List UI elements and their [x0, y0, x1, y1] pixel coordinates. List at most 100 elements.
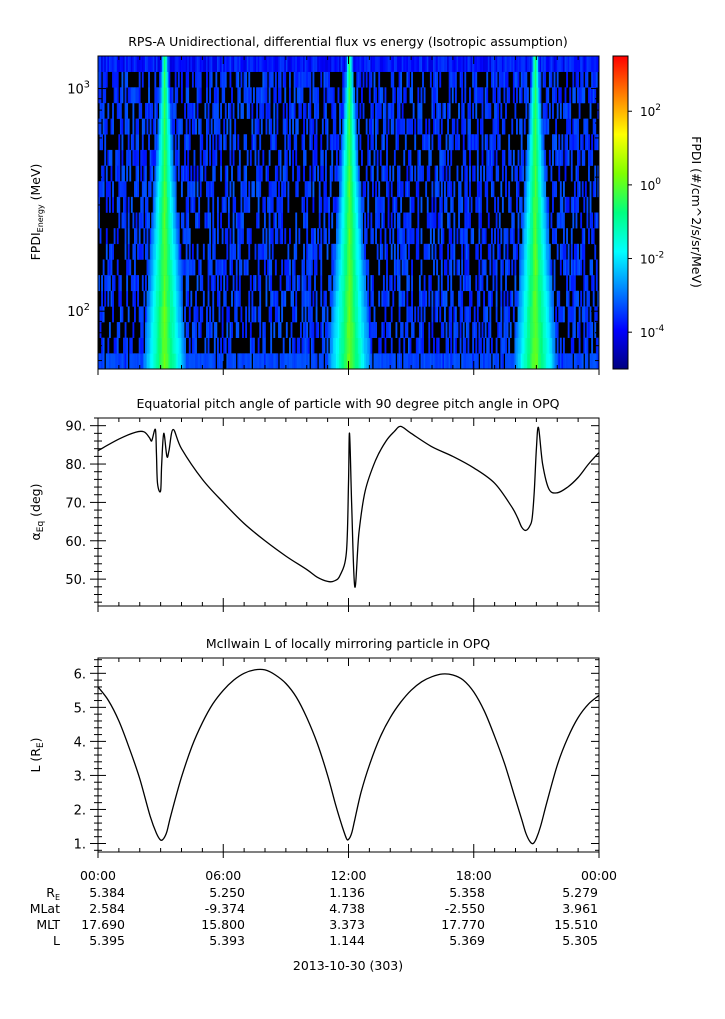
spectrogram-cell	[155, 56, 158, 72]
spectrogram-cell	[199, 71, 202, 88]
spectrogram-cell	[293, 306, 296, 323]
spectrogram-cell	[159, 243, 161, 260]
spectrogram-cell	[141, 353, 144, 369]
spectrogram-cell	[480, 275, 482, 292]
spectrogram-cell	[531, 353, 534, 369]
spectrogram-cell	[431, 56, 434, 72]
spectrogram-cell	[555, 353, 558, 369]
spectrogram-cell	[411, 56, 413, 72]
spectrogram-cell	[134, 243, 136, 260]
spectrogram-cell	[386, 56, 388, 72]
spectrogram-cell	[329, 322, 332, 338]
spectrogram-cell	[174, 165, 177, 182]
spectrogram-cell	[356, 306, 359, 323]
spectrogram-cell	[173, 212, 176, 229]
spectrogram-cell	[332, 118, 335, 135]
spectrogram-cell	[517, 56, 520, 72]
spectrogram-cell	[584, 71, 587, 88]
spectrogram-cell	[246, 87, 249, 104]
spectrogram-cell	[177, 306, 180, 323]
spectrogram-cell	[436, 259, 439, 276]
spectrogram-cell	[98, 275, 100, 292]
spectrogram-cell	[160, 228, 163, 245]
spectrogram-cell	[154, 275, 157, 292]
spectrogram-cell	[342, 212, 345, 229]
spectrogram-cell	[102, 118, 105, 135]
spectrogram-cell	[284, 87, 287, 104]
spectrogram-cell	[270, 196, 273, 213]
spectrogram-cell	[199, 118, 202, 135]
spectrogram-cell	[177, 337, 180, 354]
spectrogram-cell	[121, 71, 124, 88]
spectrogram-cell	[575, 212, 578, 229]
spectrogram-cell	[453, 337, 456, 354]
spectrogram-cell	[248, 71, 251, 88]
spectrogram-cell	[450, 337, 453, 354]
spectrogram-cell	[367, 322, 370, 338]
spectrogram-cell	[238, 228, 241, 245]
spectrogram-cell	[575, 134, 578, 151]
spectrogram-cell	[138, 353, 141, 369]
spectrogram-cell	[530, 165, 532, 182]
spectrogram-cell	[334, 56, 337, 72]
spectrogram-cell	[216, 275, 219, 292]
spectrogram-cell	[332, 196, 335, 213]
panel1-x-ticks	[97, 56, 600, 375]
spectrogram-cell	[234, 134, 237, 151]
spectrogram-cell	[332, 134, 335, 151]
spectrogram-cell	[530, 102, 532, 119]
spectrogram-cell	[132, 56, 135, 72]
spectrogram-cell	[461, 71, 464, 88]
spectrogram-cell	[298, 87, 301, 104]
spectrogram-cell	[350, 56, 352, 72]
spectrogram-cell	[472, 322, 475, 338]
spectrogram-cell	[378, 196, 381, 213]
spectrogram-cell	[174, 306, 177, 323]
spectrogram-cell	[498, 134, 501, 151]
spectrogram-cell	[209, 181, 212, 198]
spectrogram-cell	[254, 275, 257, 292]
spectrogram-cell	[340, 165, 343, 182]
spectrogram-cell	[414, 165, 417, 182]
spectrogram-cell	[162, 275, 165, 292]
spectrogram-cell	[149, 165, 152, 182]
spectrogram-cell	[406, 71, 409, 88]
spectrogram-cell	[569, 134, 572, 151]
spectrogram-cell	[168, 165, 171, 182]
spectrogram-cell	[528, 243, 531, 260]
spectrogram-cell	[345, 71, 348, 88]
spectrogram-cell	[500, 306, 503, 323]
spectrogram-cell	[580, 87, 583, 104]
spectrogram-cell	[505, 102, 507, 119]
spectrogram-cell	[512, 228, 515, 245]
spectrogram-cell	[185, 196, 188, 213]
spectrogram-cell	[299, 353, 302, 369]
spectrogram-cell	[204, 212, 207, 229]
spectrogram-cell	[492, 353, 495, 369]
spectrogram-cell	[176, 228, 179, 245]
spectrogram-cell	[329, 353, 332, 369]
spectrogram-cell	[356, 149, 359, 166]
spectrogram-cell	[318, 243, 321, 260]
spectrogram-cell	[415, 181, 418, 198]
spectrogram-cell	[440, 259, 443, 276]
spectrogram-cell	[467, 353, 470, 369]
spectrogram-cell	[177, 134, 180, 151]
spectrogram-cell	[415, 353, 418, 369]
spectrogram-cell	[177, 275, 180, 292]
spectrogram-cell	[586, 306, 589, 323]
spectrogram-cell	[475, 243, 478, 260]
spectrogram-cell	[448, 228, 451, 245]
spectrogram-cell	[516, 181, 518, 198]
spectrogram-cell	[348, 118, 351, 135]
spectrogram-cell	[353, 149, 356, 166]
spectrogram-cell	[223, 337, 226, 354]
spectrogram-cell	[188, 259, 191, 276]
spectrogram-cell	[345, 149, 348, 166]
spectrogram-cell	[526, 196, 529, 213]
spectrogram-cell	[537, 243, 540, 260]
spectrogram-cell	[337, 56, 340, 72]
spectrogram-cell	[465, 275, 468, 292]
spectrogram-cell	[314, 149, 316, 166]
spectrogram-cell	[229, 228, 232, 245]
